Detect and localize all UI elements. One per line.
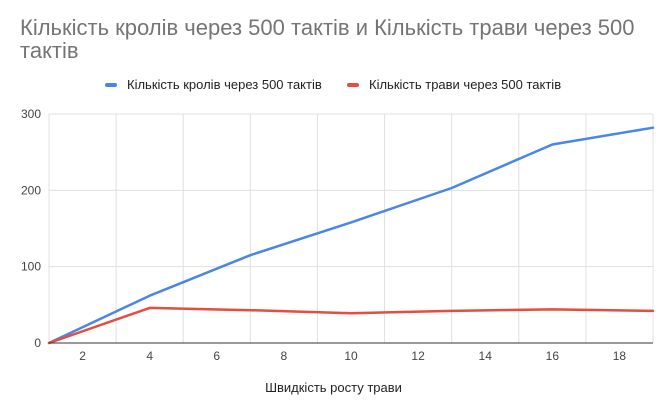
- y-tick-label: 0: [34, 336, 41, 350]
- x-axis-label: Швидкість росту трави: [265, 380, 402, 395]
- y-tick-label: 300: [21, 107, 41, 121]
- y-tick-label: 200: [21, 183, 41, 197]
- x-tick-label: 6: [213, 349, 220, 363]
- x-tick-label: 8: [281, 349, 288, 363]
- x-tick-label: 12: [411, 349, 425, 363]
- chart-title: Кількість кролів через 500 тактів и Кіль…: [20, 15, 635, 63]
- x-tick-label: 16: [546, 349, 560, 363]
- legend-label-grass: Кількість трави через 500 тактів: [369, 77, 562, 92]
- legend-swatch-rabbits: [105, 82, 117, 87]
- x-tick-label: 4: [146, 349, 153, 363]
- legend-item-grass[interactable]: Кількість трави через 500 тактів: [347, 77, 561, 92]
- series-line-grass: [47, 306, 655, 345]
- x-tick-label: 14: [479, 349, 493, 363]
- series-line-rabbits: [47, 126, 655, 345]
- x-tick-label: 2: [79, 349, 86, 363]
- legend: Кількість кролів через 500 тактів Кількі…: [0, 77, 667, 97]
- x-tick-label: 18: [613, 349, 627, 363]
- y-tick-label: 100: [21, 260, 41, 274]
- x-tick-label: 10: [344, 349, 358, 363]
- legend-label-rabbits: Кількість кролів через 500 тактів: [127, 77, 322, 92]
- legend-swatch-grass: [347, 82, 359, 87]
- legend-item-rabbits[interactable]: Кількість кролів через 500 тактів: [105, 77, 322, 92]
